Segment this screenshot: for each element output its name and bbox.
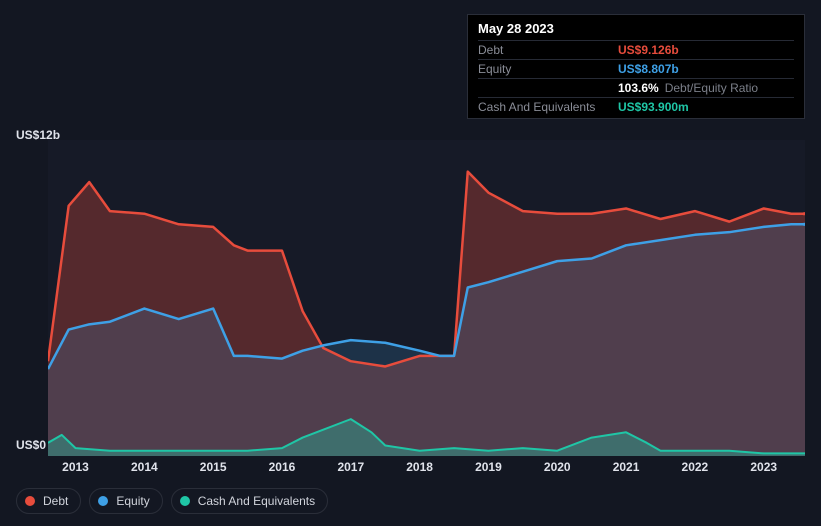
legend-label: Debt [43,494,68,508]
hover-tooltip: May 28 2023 DebtUS$9.126bEquityUS$8.807b… [467,14,805,119]
tooltip-row-label: Cash And Equivalents [478,100,618,114]
tooltip-row-label [478,81,618,95]
tooltip-row-value: US$8.807b [618,62,679,76]
tooltip-row-value: 103.6% [618,81,659,95]
legend-dot-icon [25,496,35,506]
x-axis-tick: 2021 [613,460,640,474]
chart-svg [48,140,805,456]
x-axis-tick: 2015 [200,460,227,474]
tooltip-row: EquityUS$8.807b [478,59,794,78]
tooltip-row: DebtUS$9.126b [478,40,794,59]
legend-item[interactable]: Cash And Equivalents [171,488,328,514]
x-axis-tick: 2023 [750,460,777,474]
tooltip-row-label: Equity [478,62,618,76]
legend-label: Cash And Equivalents [198,494,315,508]
x-axis-tick: 2019 [475,460,502,474]
tooltip-row: Cash And EquivalentsUS$93.900m [478,97,794,116]
x-axis-tick: 2020 [544,460,571,474]
x-axis-labels: 2013 2014 2015 2016 2017 2018 2019 2020 2021 2022… [48,460,805,478]
tooltip-row-label: Debt [478,43,618,57]
tooltip-row-value: US$9.126b [618,43,679,57]
x-axis-tick: 2014 [131,460,158,474]
tooltip-row-extra: Debt/Equity Ratio [665,81,758,95]
legend: Debt Equity Cash And Equivalents [16,488,328,514]
tooltip-row: 103.6% Debt/Equity Ratio [478,78,794,97]
chart-container: US$12b US$0 2013201420152016201720182019… [16,120,805,478]
x-axis-tick: 2018 [406,460,433,474]
x-axis-tick: 2017 [337,460,364,474]
y-axis-bottom-label: US$0 [16,438,46,452]
x-axis-tick: 2013 [62,460,89,474]
legend-dot-icon [98,496,108,506]
legend-item[interactable]: Debt [16,488,81,514]
legend-item[interactable]: Equity [89,488,162,514]
tooltip-date: May 28 2023 [478,21,794,40]
tooltip-row-value: US$93.900m [618,100,689,114]
plot-area[interactable] [48,140,805,456]
legend-dot-icon [180,496,190,506]
legend-label: Equity [116,494,149,508]
x-axis-tick: 2016 [269,460,296,474]
x-axis-tick: 2022 [682,460,709,474]
tooltip-rows: DebtUS$9.126bEquityUS$8.807b103.6%Debt/E… [478,40,794,116]
